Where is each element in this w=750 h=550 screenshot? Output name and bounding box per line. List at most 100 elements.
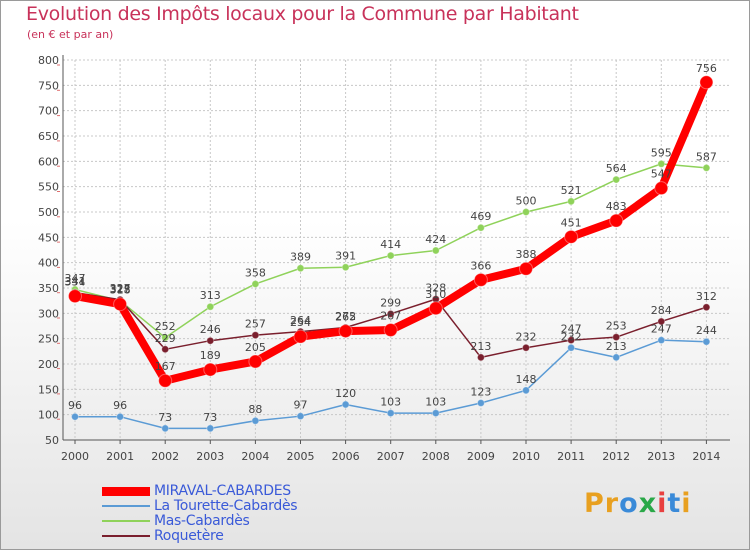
data-label-mas-cabard-s: 414: [380, 238, 401, 251]
legend-swatch: [102, 486, 150, 496]
data-point-miraval-cabardes: [428, 301, 443, 316]
x-tick-label: 2004: [241, 450, 269, 463]
data-point-roquet-re: [612, 333, 621, 342]
data-point-miraval-cabardes: [699, 75, 714, 90]
y-tick-label: 300: [38, 307, 59, 320]
y-tick-label: 100: [38, 409, 59, 422]
data-point-miraval-cabardes: [203, 362, 218, 377]
data-label-miraval-cabardes: 366: [470, 259, 491, 272]
logo-letter: i: [657, 488, 668, 519]
data-point-mas-cabard-s: [567, 197, 576, 206]
data-point-miraval-cabardes: [113, 297, 128, 312]
x-tick-label: 2010: [512, 450, 540, 463]
data-label-mas-cabard-s: 347: [65, 272, 86, 285]
data-label-la-tourette-cabard-s: 247: [651, 323, 672, 336]
data-point-mas-cabard-s: [296, 264, 305, 273]
data-label-mas-cabard-s: 587: [696, 150, 717, 163]
data-label-roquet-re: 341: [65, 275, 86, 288]
data-label-roquet-re: 232: [516, 330, 537, 343]
chart-subtitle: (en € et par an): [27, 28, 114, 41]
data-label-miraval-cabardes: 756: [696, 62, 717, 75]
data-label-miraval-cabardes: 334: [65, 276, 86, 289]
data-label-roquet-re: 229: [155, 332, 176, 345]
data-label-la-tourette-cabard-s: 73: [158, 411, 172, 424]
data-point-miraval-cabardes: [609, 213, 624, 228]
data-label-miraval-cabardes: 310: [425, 288, 446, 301]
data-label-roquet-re: 253: [606, 320, 627, 333]
y-tick-label: 600: [38, 155, 59, 168]
y-tick-label: 50: [45, 434, 59, 447]
legend-label: Mas-Cabardès: [154, 513, 250, 529]
data-label-mas-cabard-s: 595: [651, 146, 672, 159]
legend-label: La Tourette-Cabardès: [154, 498, 298, 514]
data-point-roquet-re: [522, 343, 530, 352]
data-label-miraval-cabardes: 265: [335, 311, 356, 324]
logo-letter: t: [667, 488, 682, 519]
data-label-la-tourette-cabard-s: 103: [425, 396, 446, 409]
data-point-roquet-re: [476, 353, 485, 362]
y-tick-label: 200: [38, 358, 59, 371]
data-point-la-tourette-cabard-s: [251, 416, 260, 425]
data-label-la-tourette-cabard-s: 244: [696, 324, 717, 337]
y-tick-label: 550: [38, 181, 59, 194]
legend-label: MIRAVAL-CABARDES: [154, 483, 291, 499]
data-label-roquet-re: 328: [425, 282, 446, 295]
data-point-roquet-re: [657, 317, 666, 326]
data-point-la-tourette-cabard-s: [386, 409, 395, 418]
proxiti-logo: Proxiti: [584, 488, 692, 519]
data-label-roquet-re: 264: [290, 314, 311, 327]
data-label-la-tourette-cabard-s: 213: [606, 340, 627, 353]
x-tick-label: 2013: [647, 450, 675, 463]
data-point-roquet-re: [567, 336, 576, 345]
data-label-miraval-cabardes: 388: [516, 248, 537, 261]
data-point-miraval-cabardes: [473, 272, 488, 287]
data-label-miraval-cabardes: 189: [200, 349, 221, 362]
data-label-miraval-cabardes: 318: [110, 284, 131, 297]
data-point-mas-cabard-s: [702, 163, 711, 172]
data-point-roquet-re: [251, 331, 260, 340]
data-label-miraval-cabardes: 267: [380, 310, 401, 323]
data-label-roquet-re: 327: [110, 282, 131, 295]
data-point-miraval-cabardes: [383, 323, 398, 338]
data-point-la-tourette-cabard-s: [657, 336, 666, 345]
data-point-mas-cabard-s: [251, 279, 260, 288]
legend-swatch: [102, 520, 150, 522]
data-point-mas-cabard-s: [476, 223, 485, 232]
data-label-mas-cabard-s: 469: [470, 210, 491, 223]
data-point-la-tourette-cabard-s: [431, 409, 440, 418]
y-tick-label: 250: [38, 333, 59, 346]
data-label-mas-cabard-s: 500: [516, 195, 537, 208]
data-point-mas-cabard-s: [206, 302, 215, 311]
y-tick-label: 650: [38, 130, 59, 143]
data-label-roquet-re: 257: [245, 318, 266, 331]
data-point-la-tourette-cabard-s: [116, 412, 125, 421]
x-tick-label: 2006: [332, 450, 360, 463]
data-label-roquet-re: 247: [561, 323, 582, 336]
data-point-miraval-cabardes: [519, 261, 533, 276]
logo-letter: o: [619, 488, 639, 519]
data-label-roquet-re: 246: [200, 323, 221, 336]
data-label-roquet-re: 213: [470, 340, 491, 353]
data-label-mas-cabard-s: 389: [290, 251, 311, 264]
data-point-roquet-re: [206, 336, 215, 345]
data-point-miraval-cabardes: [158, 373, 173, 388]
data-point-la-tourette-cabard-s: [612, 353, 621, 362]
x-tick-label: 2001: [106, 450, 134, 463]
data-label-miraval-cabardes: 205: [245, 341, 266, 354]
x-tick-label: 2009: [467, 450, 495, 463]
data-label-miraval-cabardes: 167: [155, 360, 176, 373]
data-point-mas-cabard-s: [522, 208, 530, 216]
data-point-la-tourette-cabard-s: [702, 337, 711, 346]
data-point-la-tourette-cabard-s: [341, 400, 350, 409]
y-tick-label: 400: [38, 257, 59, 270]
data-point-roquet-re: [161, 345, 170, 354]
data-label-mas-cabard-s: 424: [425, 233, 446, 246]
data-point-la-tourette-cabard-s: [161, 424, 170, 433]
data-label-miraval-cabardes: 547: [651, 168, 672, 181]
data-point-la-tourette-cabard-s: [522, 386, 530, 395]
logo-letter: x: [638, 488, 658, 519]
x-tick-label: 2002: [151, 450, 179, 463]
y-tick-label: 350: [38, 282, 59, 295]
